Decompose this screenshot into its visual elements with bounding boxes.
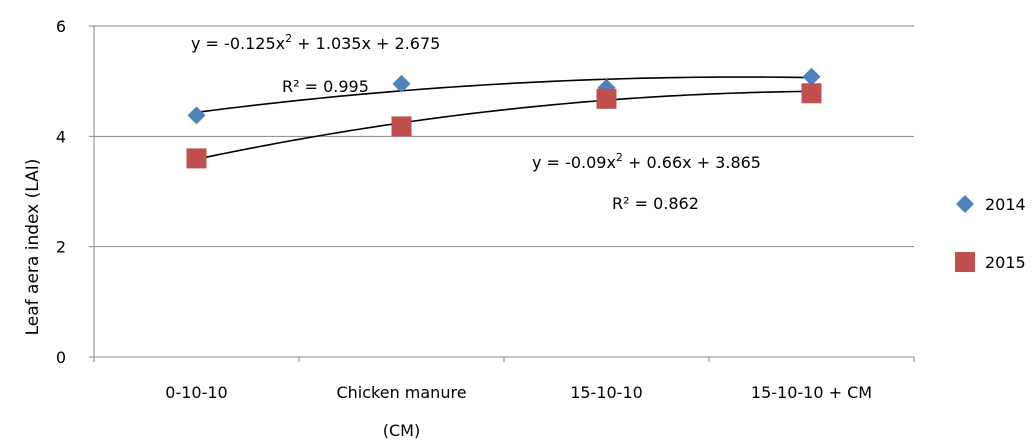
y-tick-label: 0 xyxy=(56,348,66,367)
legend: 2014 2015 xyxy=(955,195,1026,272)
y-tick-label: 4 xyxy=(56,127,66,146)
x-tick-label: 15-10-10 + CM xyxy=(751,383,872,402)
trendline-equations: y = -0.125x2 + 1.035x + 2.675 R² = 0.995 y… xyxy=(191,32,761,213)
x-tick-labels: 0-10-10 Chicken manure 15-10-10 15-10-10 + … xyxy=(165,383,872,440)
data-point-2015 xyxy=(391,116,412,137)
data-point-2015 xyxy=(596,88,617,109)
x-tick-label: 0-10-10 xyxy=(165,383,227,402)
trendline-2014 xyxy=(196,90,812,161)
trendline-equation-2014: y = -0.125x2 + 1.035x + 2.675 xyxy=(191,32,440,53)
trendline-r2-2015: R² = 0.862 xyxy=(612,194,699,213)
trendline-equation-2015: y = -0.09x2 + 0.66x + 3.865 xyxy=(532,151,761,172)
y-axis-title: Leaf aera index (LAI) xyxy=(23,159,43,336)
legend-label-2015: 2015 xyxy=(985,253,1026,272)
grid-lines xyxy=(94,25,914,248)
data-point-2015 xyxy=(801,83,822,104)
trendlines xyxy=(196,76,812,161)
x-tick-label: 15-10-10 xyxy=(570,383,643,402)
legend-marker-2014 xyxy=(956,195,974,213)
legend-label-2014: 2014 xyxy=(985,195,1026,214)
trendline-2015 xyxy=(196,76,812,114)
data-point-2014 xyxy=(802,67,821,86)
y-tick-labels: 0 2 4 6 xyxy=(56,17,66,367)
x-tick-label: Chicken manure xyxy=(336,383,466,402)
axes xyxy=(89,25,915,362)
legend-marker-2015 xyxy=(955,252,975,272)
data-markers xyxy=(186,67,822,169)
y-tick-label: 2 xyxy=(56,238,66,257)
trendline-r2-2014: R² = 0.995 xyxy=(282,77,369,96)
data-point-2015 xyxy=(186,148,207,169)
data-point-2014 xyxy=(187,106,206,125)
y-tick-label: 6 xyxy=(56,17,66,36)
data-point-2014 xyxy=(392,74,411,93)
x-tick-label-continuation: (CM) xyxy=(383,421,420,440)
